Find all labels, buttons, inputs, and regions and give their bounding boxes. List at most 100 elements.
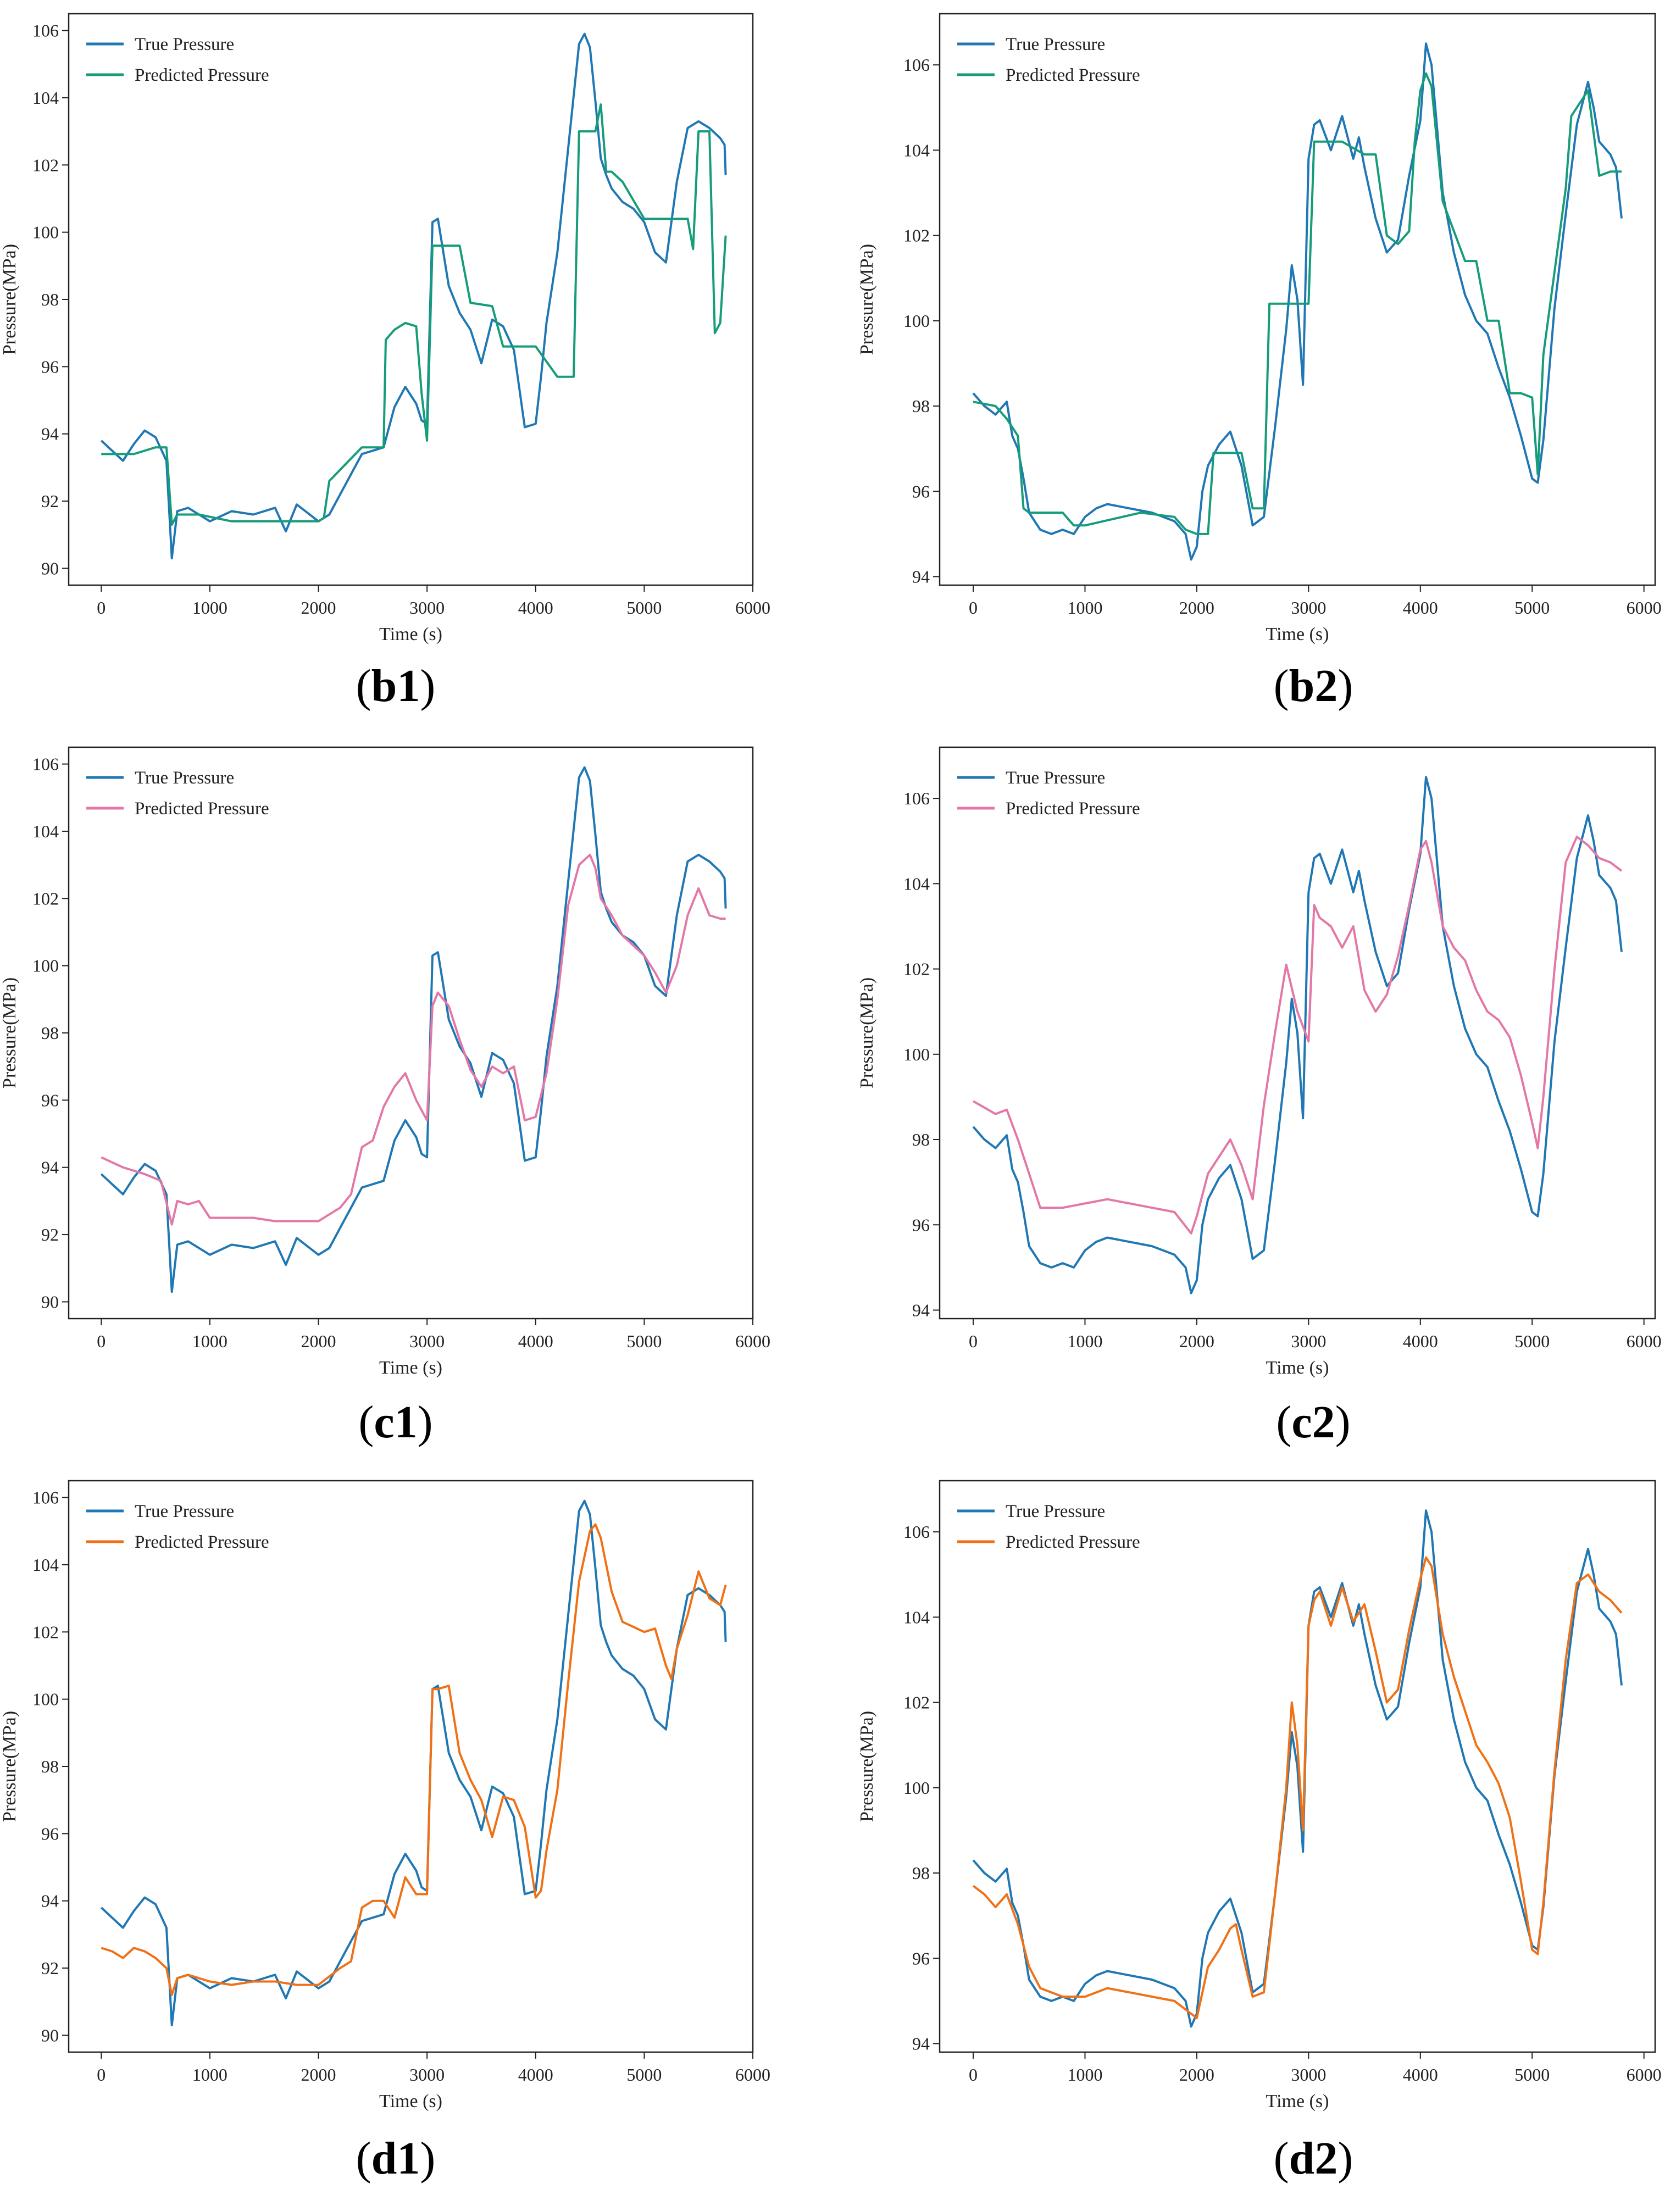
d1-plot-frame [68,1480,754,2053]
c1-legend-label: Predicted Pressure [135,799,269,819]
d2-xtick-label: 6000 [1627,2065,1662,2085]
c1-xtick-label: 5000 [626,1331,662,1351]
caption-d2: (d2) [1273,2133,1353,2184]
b2-ylabel: Pressure(MPa) [857,244,877,355]
chart-panel-c1: 0 1000 2000 3000 4000 5000 6000 90 92 94 96 98 100 10… [0,733,791,1448]
c1-ytick-label: 94 [41,1158,59,1177]
b1-xtick-label: 4000 [518,598,553,618]
d1-legend-label: True Pressure [135,1502,234,1521]
b2-ytick-label: 104 [903,140,930,160]
c1-xtick-label: 3000 [409,1331,445,1351]
b1-ytick-label: 96 [41,357,59,376]
d2-xtick-label: 0 [969,2065,978,2085]
b2-xlabel: Time (s) [1266,624,1329,644]
b1-ytick-label: 90 [41,558,59,578]
c1-ytick-label: 96 [41,1090,59,1110]
chart-b1: 0 1000 2000 3000 4000 5000 6000 90 92 94 96 98 100 10… [0,13,770,644]
d2-xtick-label: 3000 [1291,2065,1326,2085]
d1-xtick-label: 5000 [626,2065,662,2085]
c2-xtick-label: 0 [969,1331,978,1351]
caption-c2: (c2) [1276,1397,1351,1448]
b1-xtick-label: 2000 [301,598,336,618]
d1-ytick-label: 92 [41,1958,59,1978]
chart-panel-b2: 0 1000 2000 3000 4000 5000 6000 94 96 98 100 102 104… [857,0,1676,714]
c2-legend-label: Predicted Pressure [1006,799,1140,819]
d1-ytick-label: 94 [41,1891,59,1911]
d1-xtick-label: 4000 [518,2065,553,2085]
b2-legend-label: True Pressure [1006,35,1105,54]
d1-xtick-label: 2000 [301,2065,336,2085]
caption-b2-label: b2 [1289,660,1338,712]
d1-ytick-label: 106 [32,1488,59,1508]
d1-xtick-label: 3000 [409,2065,445,2085]
c2-legend-label: True Pressure [1006,768,1105,788]
c2-xtick-label: 2000 [1179,1331,1214,1351]
chart-panel-b1: 0 1000 2000 3000 4000 5000 6000 90 92 94 96 98 100 10… [0,0,791,714]
d1-xtick-label: 0 [97,2065,106,2085]
caption-d2-label: d2 [1289,2133,1338,2184]
b1-ytick-label: 102 [32,155,59,175]
c1-series-predicted-line [101,853,726,1226]
c1-xtick-label: 4000 [518,1331,553,1351]
d1-series-true-line [100,1499,727,2027]
d2-ytick-label: 100 [903,1778,930,1798]
b2-ytick-label: 102 [903,226,930,246]
c1-ytick-label: 102 [32,888,59,908]
b1-ytick-label: 104 [32,88,59,108]
c2-ytick-label: 102 [903,959,930,979]
d1-ytick-label: 100 [32,1689,59,1709]
d2-xlabel: Time (s) [1266,2091,1329,2111]
d2-xtick-label: 1000 [1067,2065,1102,2085]
b2-ytick-label: 100 [903,311,930,331]
c1-ytick-label: 90 [41,1292,59,1311]
b2-series-predicted-line [973,72,1622,535]
c1-ylabel: Pressure(MPa) [0,977,20,1088]
b1-xtick-label: 5000 [626,598,662,618]
b1-xtick-label: 1000 [192,598,227,618]
chart-panel-d1: 0 1000 2000 3000 4000 5000 6000 90 92 94 96 98 100 10… [0,1467,791,2181]
d2-plot-frame [939,1480,1656,2053]
b1-xtick-label: 0 [97,598,106,618]
caption-b1: (b1) [356,660,436,712]
c1-ytick-label: 106 [32,754,59,774]
d1-xtick-label: 6000 [735,2065,770,2085]
d1-series-predicted-line [101,1523,727,1996]
caption-d1-label: d1 [371,2133,420,2184]
caption-c1: (c1) [358,1397,433,1448]
b2-series-true-line [972,42,1623,561]
c2-xtick-label: 1000 [1067,1331,1102,1351]
c2-series-true-line [972,776,1623,1294]
b2-ytick-label: 94 [912,566,930,586]
d2-ylabel: Pressure(MPa) [857,1711,877,1822]
chart-c2: 0 1000 2000 3000 4000 5000 6000 94 96 98 100 102 104… [857,746,1662,1378]
b2-ytick-label: 106 [903,55,930,75]
chart-panel-d2: 0 1000 2000 3000 4000 5000 6000 94 96 98 100 102 104… [857,1467,1676,2181]
b1-series-true-line [100,32,727,560]
d2-xtick-label: 2000 [1179,2065,1214,2085]
b1-ytick-label: 94 [41,424,59,444]
b2-xtick-label: 4000 [1403,598,1438,618]
d2-ytick-label: 102 [903,1693,930,1713]
b2-legend-label: Predicted Pressure [1006,65,1140,85]
d1-ytick-label: 102 [32,1622,59,1642]
d1-ytick-label: 90 [41,2025,59,2045]
c2-ytick-label: 96 [912,1215,930,1235]
c1-ytick-label: 100 [32,956,59,976]
chart-d1: 0 1000 2000 3000 4000 5000 6000 90 92 94 96 98 100 10… [0,1480,770,2111]
d2-series-true-line [972,1509,1623,2028]
caption-b1-label: b1 [371,660,420,712]
chart-d2: 0 1000 2000 3000 4000 5000 6000 94 96 98 100 102 104… [857,1480,1662,2111]
d2-ytick-label: 106 [903,1522,930,1542]
chart-c1: 0 1000 2000 3000 4000 5000 6000 90 92 94 96 98 100 10… [0,746,770,1378]
c1-xtick-label: 0 [97,1331,106,1351]
d1-legend-label: Predicted Pressure [135,1532,269,1552]
c2-ytick-label: 98 [912,1130,930,1149]
caption-c1-label: c1 [374,1397,418,1448]
c2-ytick-label: 94 [912,1300,930,1320]
c2-xlabel: Time (s) [1266,1358,1329,1378]
c1-ytick-label: 98 [41,1023,59,1043]
c1-ytick-label: 92 [41,1225,59,1244]
c2-series-predicted-line [973,836,1623,1235]
b2-xtick-label: 5000 [1514,598,1550,618]
d1-ytick-label: 96 [41,1824,59,1843]
